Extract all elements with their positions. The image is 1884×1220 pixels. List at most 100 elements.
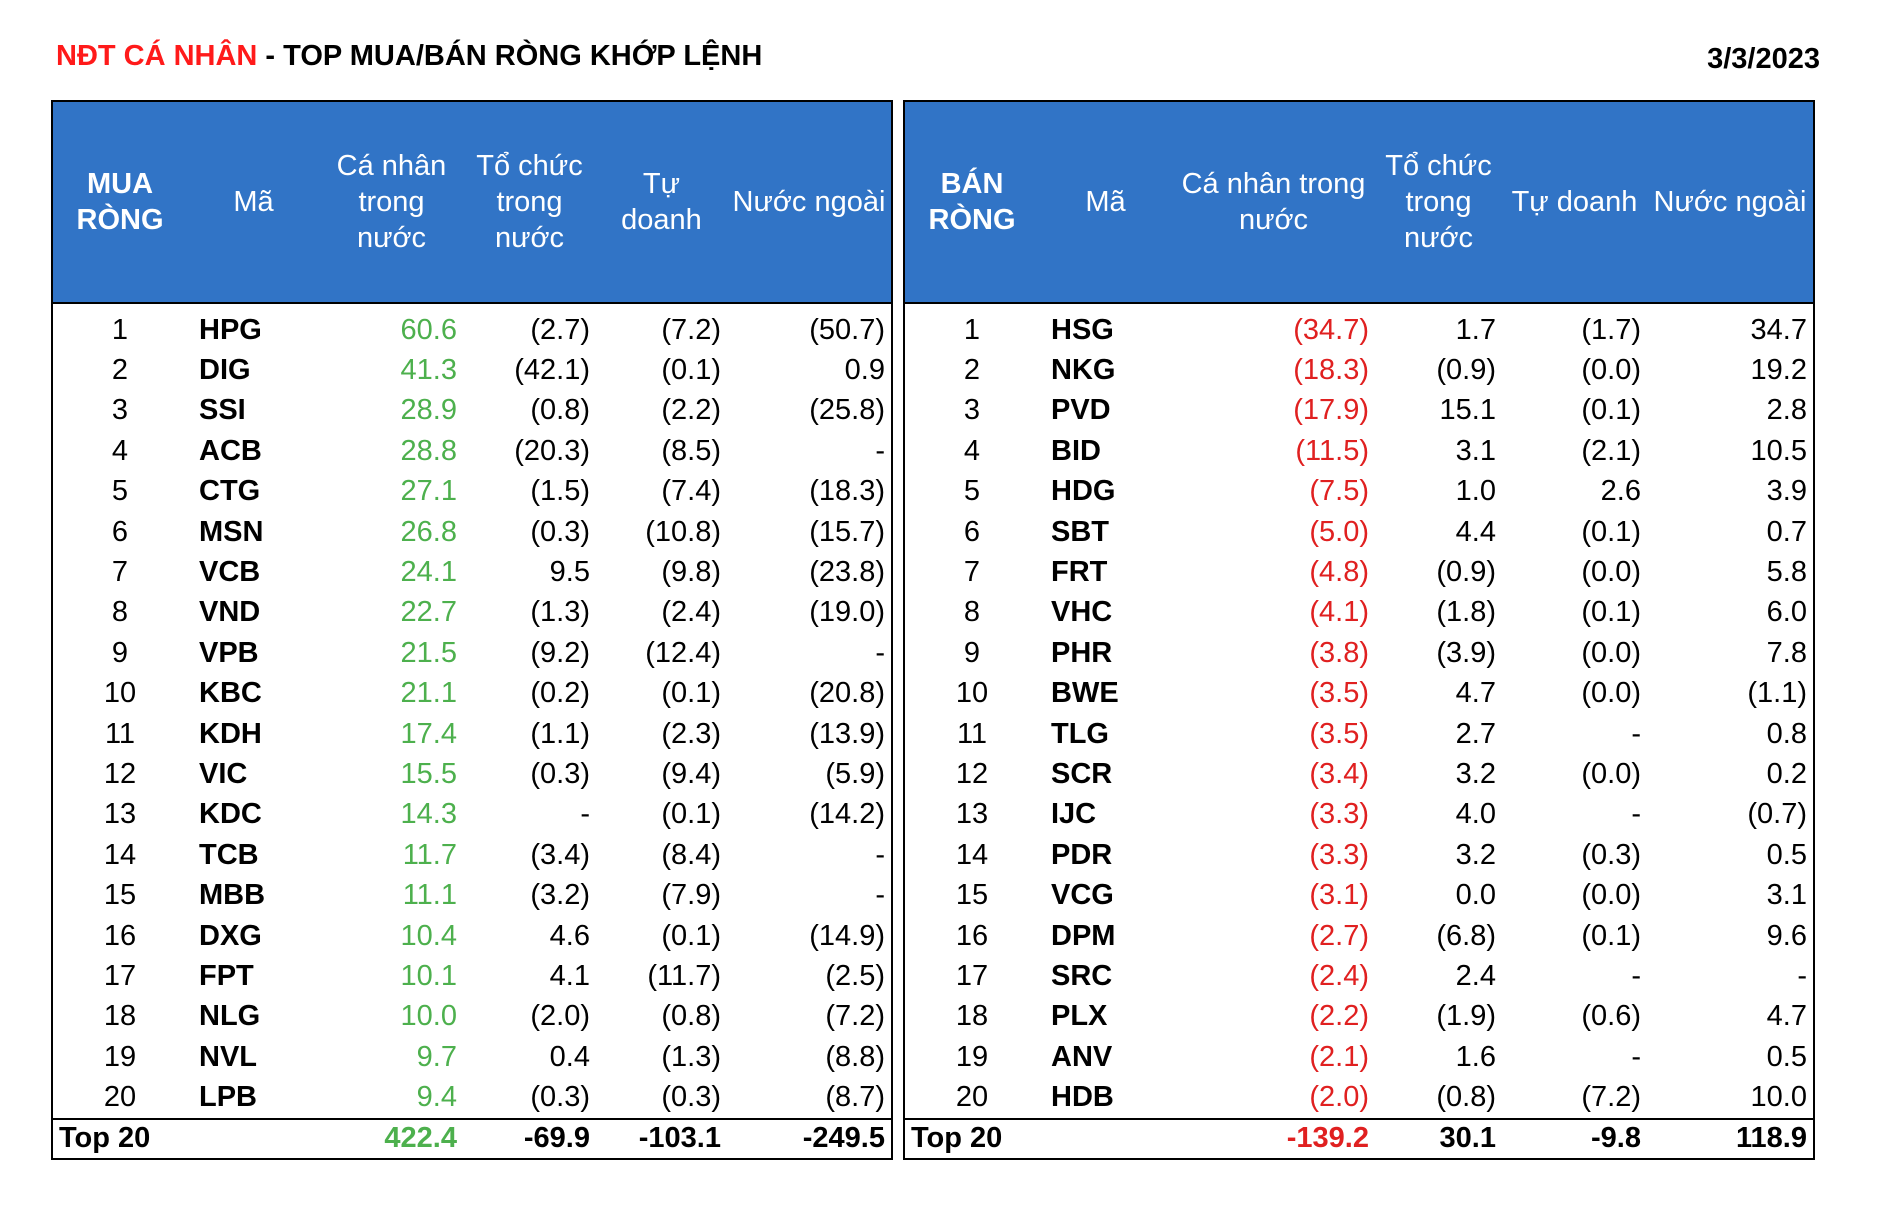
table-row: 7 VCB 24.1 9.5 (9.8) (23.8) <box>52 552 892 592</box>
total-proprietary: -103.1 <box>596 1117 727 1159</box>
net-sell-table: BÁN RÒNG Mã Cá nhân trong nước Tổ chức t… <box>903 100 1815 1160</box>
foreign-value: (7.2) <box>825 1000 885 1033</box>
ticker: NLG <box>199 1000 261 1033</box>
proprietary-value: (2.2) <box>661 394 721 427</box>
table-row: 7 FRT (4.8) (0.9) (0.0) 5.8 <box>904 552 1814 592</box>
ticker: NVL <box>199 1040 257 1073</box>
rank: 18 <box>103 1000 137 1033</box>
table-row: 3 SSI 28.9 (0.8) (2.2) (25.8) <box>52 391 892 431</box>
rank: 15 <box>103 879 137 912</box>
ticker: LPB <box>199 1081 257 1114</box>
individual-value: (3.4) <box>1309 757 1369 790</box>
institution-value: (0.3) <box>530 1081 590 1114</box>
foreign-value: (50.7) <box>809 313 885 346</box>
proprietary-value: (0.1) <box>1581 596 1641 629</box>
foreign-value: - <box>1797 959 1807 992</box>
table-row: 19 NVL 9.7 0.4 (1.3) (8.8) <box>52 1037 892 1077</box>
proprietary-value: (11.7) <box>647 959 721 992</box>
table-row: 13 IJC (3.3) 4.0 - (0.7) <box>904 795 1814 835</box>
ticker: PHR <box>1051 636 1113 669</box>
rank: 9 <box>111 636 129 669</box>
institution-value: (1.3) <box>530 596 590 629</box>
foreign-value: (0.7) <box>1747 798 1807 831</box>
individual-value: 26.8 <box>400 515 457 548</box>
proprietary-value: (0.0) <box>1581 354 1641 387</box>
individual-value: 24.1 <box>400 556 457 589</box>
total-individual: -139.2 <box>1172 1117 1375 1159</box>
foreign-value: 0.2 <box>1766 757 1807 790</box>
total-proprietary: -9.8 <box>1502 1117 1647 1159</box>
institution-value: (1.5) <box>530 475 590 508</box>
institution-value: (1.9) <box>1436 1000 1496 1033</box>
individual-value: (11.5) <box>1295 434 1369 467</box>
proprietary-value: (2.4) <box>661 596 721 629</box>
foreign-value: (25.8) <box>809 394 885 427</box>
institution-value: (0.9) <box>1436 556 1496 589</box>
individual-value: (4.1) <box>1309 596 1369 629</box>
rank: 19 <box>955 1040 989 1073</box>
rank: 3 <box>111 394 129 427</box>
rank: 19 <box>103 1040 137 1073</box>
rank: 7 <box>111 556 129 589</box>
rank: 3 <box>963 394 981 427</box>
individual-value: (4.8) <box>1309 556 1369 589</box>
col-header-institution: Tổ chức trong nước <box>1375 101 1502 304</box>
rank: 12 <box>955 757 989 790</box>
institution-value: 1.6 <box>1455 1040 1496 1073</box>
proprietary-value: (0.0) <box>1581 677 1641 710</box>
total-row: Top 20 -139.2 30.1 -9.8 118.9 <box>904 1117 1814 1159</box>
institution-value: 4.1 <box>549 959 590 992</box>
ticker: PDR <box>1051 838 1113 871</box>
proprietary-value: (9.4) <box>661 757 721 790</box>
rank: 20 <box>955 1081 989 1114</box>
foreign-value: (14.9) <box>809 919 885 952</box>
proprietary-value: (7.2) <box>661 313 721 346</box>
col-header-foreign: Nước ngoài <box>727 101 892 304</box>
ticker: HSG <box>1051 313 1114 346</box>
institution-value: 4.0 <box>1455 798 1496 831</box>
institution-value: (3.9) <box>1436 636 1496 669</box>
individual-value: 10.0 <box>400 1000 457 1033</box>
table-row: 16 DXG 10.4 4.6 (0.1) (14.9) <box>52 916 892 956</box>
rank: 5 <box>963 475 981 508</box>
institution-value: (2.7) <box>530 313 590 346</box>
rank: 1 <box>963 313 981 346</box>
foreign-value: 3.9 <box>1766 475 1807 508</box>
institution-value: 4.7 <box>1455 677 1496 710</box>
proprietary-value: (10.8) <box>645 515 721 548</box>
proprietary-value: (8.4) <box>661 838 721 871</box>
individual-value: (2.4) <box>1309 959 1369 992</box>
foreign-value: 7.8 <box>1766 636 1807 669</box>
institution-value: 3.2 <box>1455 757 1496 790</box>
table-row: 17 FPT 10.1 4.1 (11.7) (2.5) <box>52 956 892 996</box>
foreign-value: - <box>875 636 885 669</box>
foreign-value: 3.1 <box>1766 879 1807 912</box>
proprietary-value: (2.1) <box>1581 434 1641 467</box>
table-body: 1 HPG 60.6 (2.7) (7.2) (50.7) 2 DIG 41.3 (42.1) (0… <box>52 303 892 1119</box>
foreign-value: 0.7 <box>1766 515 1807 548</box>
table-row: 5 CTG 27.1 (1.5) (7.4) (18.3) <box>52 472 892 512</box>
foreign-value: - <box>875 434 885 467</box>
proprietary-value: - <box>1631 1040 1641 1073</box>
table-row: 8 VHC (4.1) (1.8) (0.1) 6.0 <box>904 593 1814 633</box>
proprietary-value: (9.8) <box>661 556 721 589</box>
individual-value: 21.1 <box>400 677 457 710</box>
foreign-value: (18.3) <box>809 475 885 508</box>
proprietary-value: (0.1) <box>661 798 721 831</box>
individual-value: 21.5 <box>400 636 457 669</box>
col-header-net-buy: MUA RÒNG <box>52 101 187 304</box>
individual-value: 60.6 <box>400 313 457 346</box>
individual-value: 41.3 <box>400 354 457 387</box>
table-row: 14 TCB 11.7 (3.4) (8.4) - <box>52 835 892 875</box>
rank: 11 <box>956 717 988 750</box>
col-header-institution: Tổ chức trong nước <box>463 101 596 304</box>
proprietary-value: (0.3) <box>661 1081 721 1114</box>
proprietary-value: - <box>1631 717 1641 750</box>
rank: 10 <box>955 677 989 710</box>
rank: 16 <box>955 919 989 952</box>
net-buy-table: MUA RÒNG Mã Cá nhân trong nước Tổ chức t… <box>51 100 893 1160</box>
rank: 4 <box>111 434 129 467</box>
individual-value: (18.3) <box>1293 354 1369 387</box>
col-header-net-sell: BÁN RÒNG <box>904 101 1039 304</box>
table-row: 10 KBC 21.1 (0.2) (0.1) (20.8) <box>52 674 892 714</box>
